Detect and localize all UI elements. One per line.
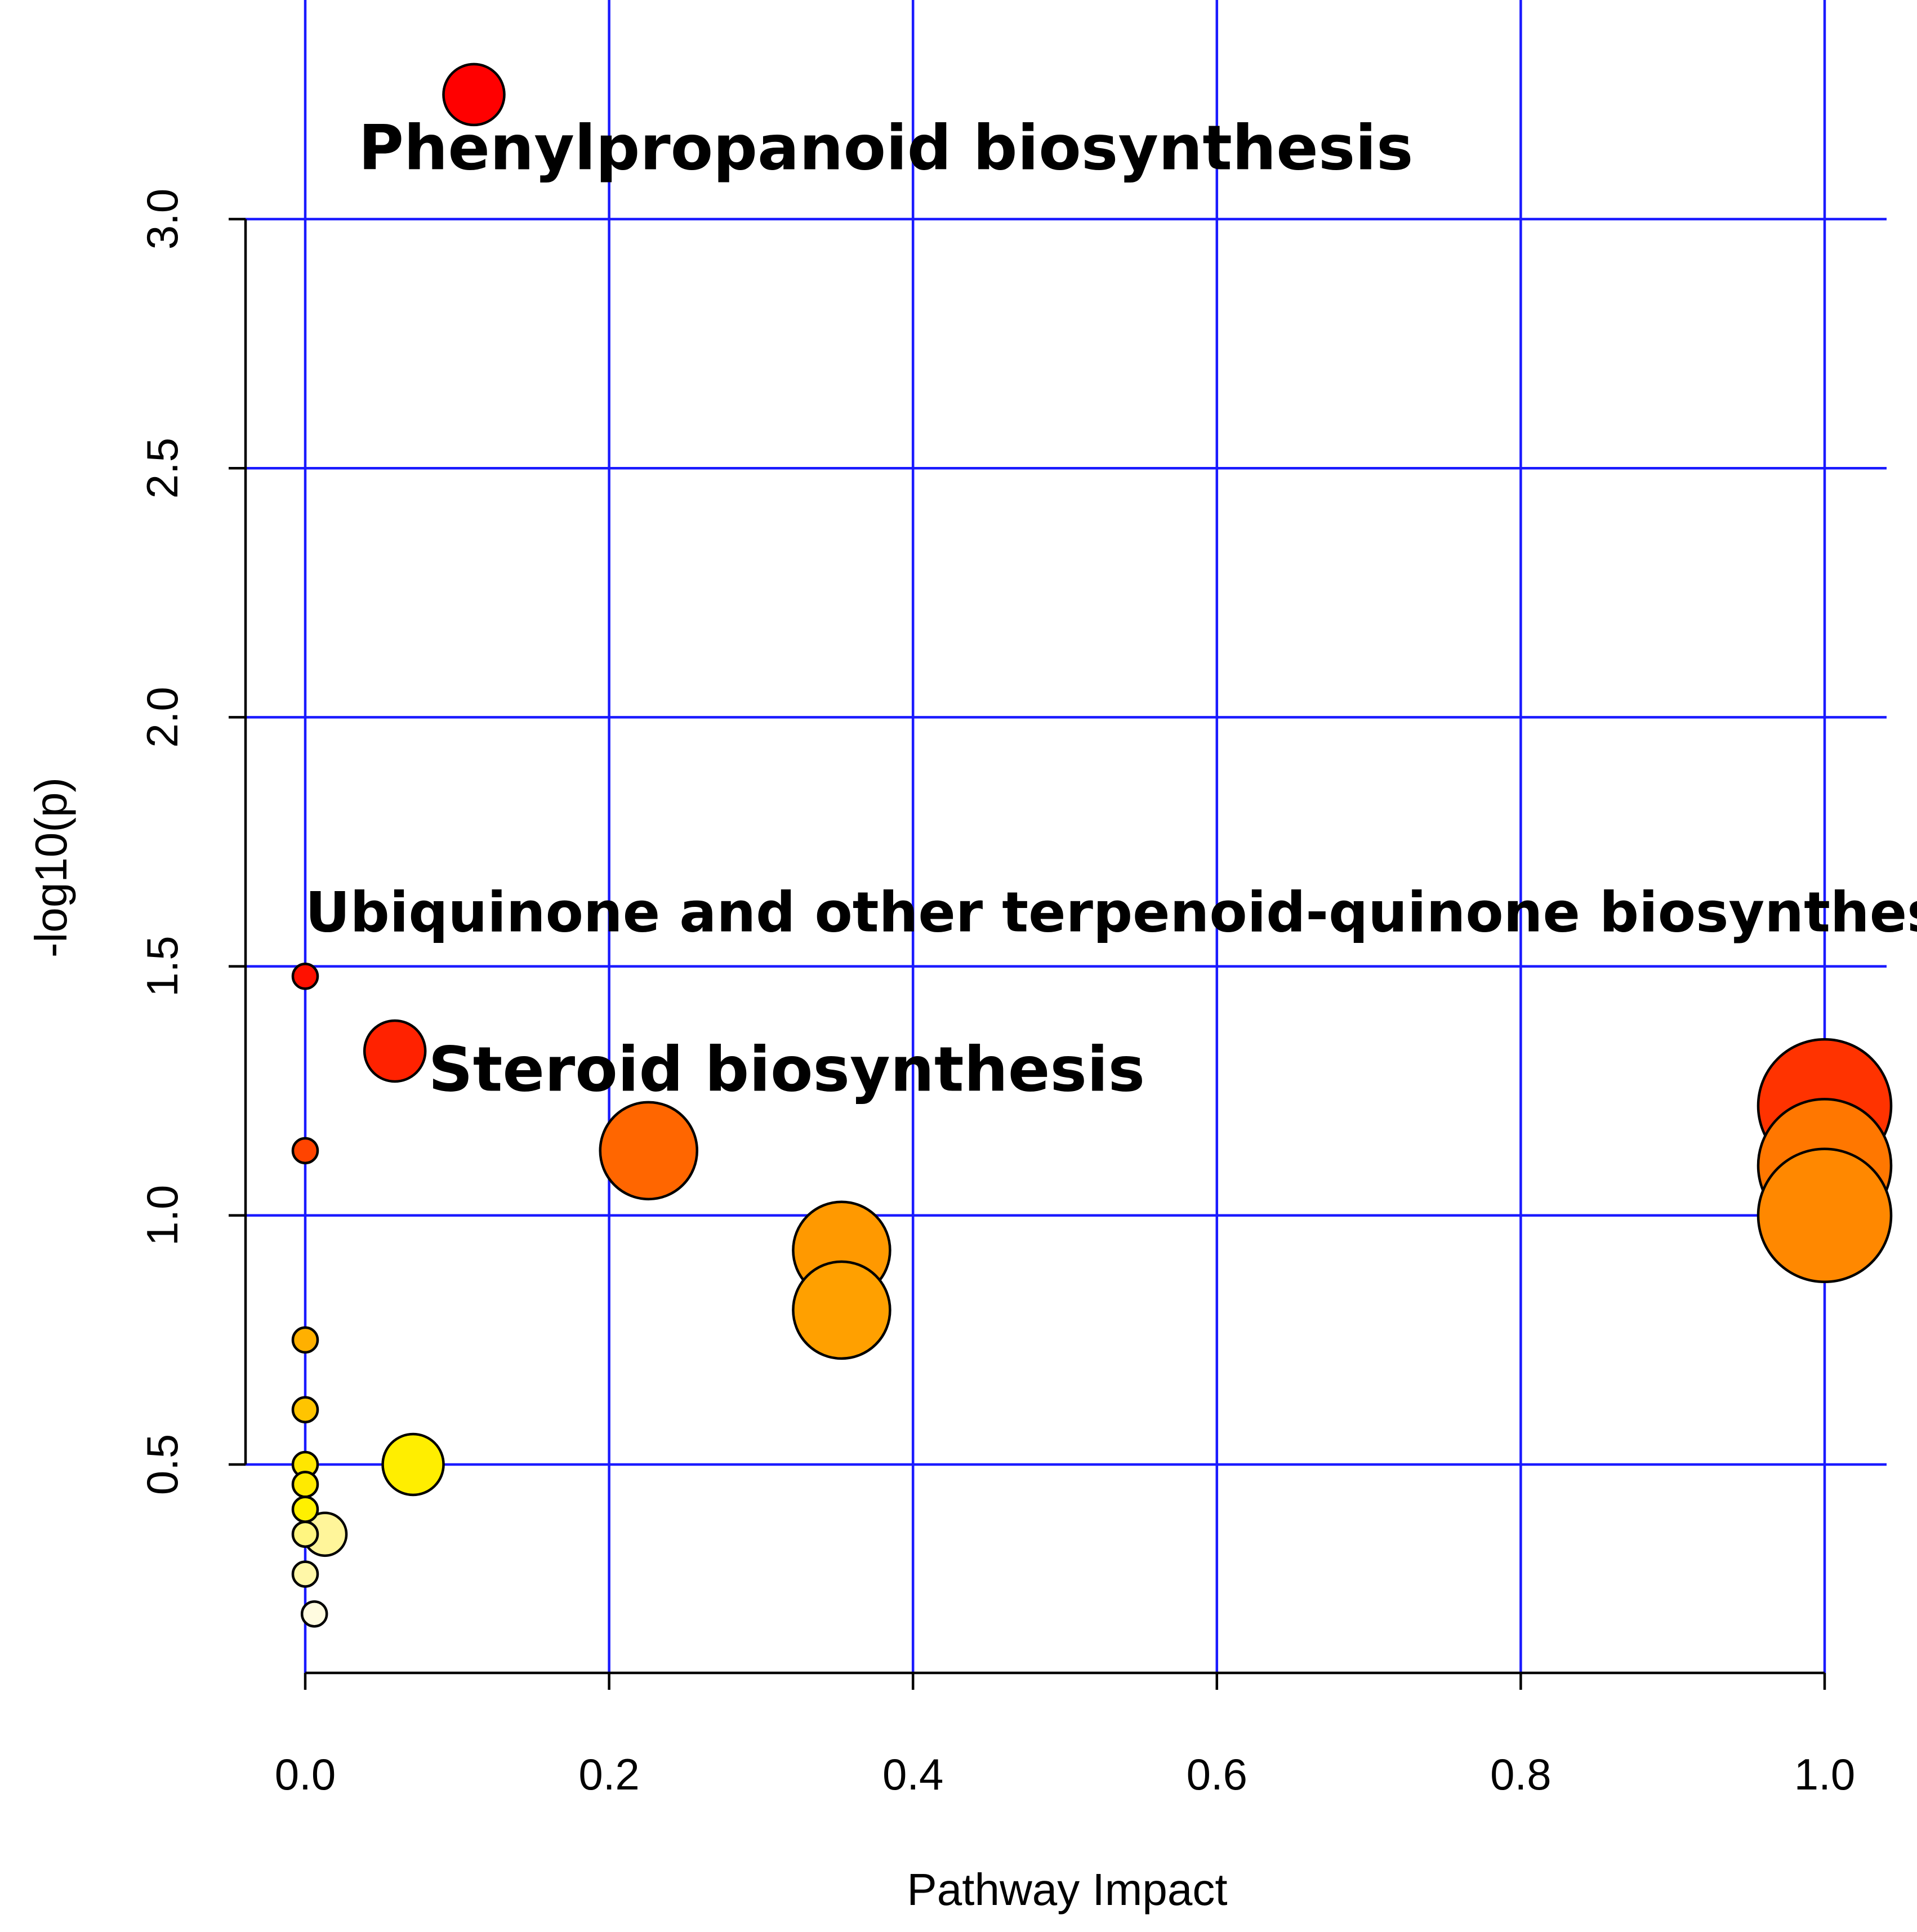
- data-point: [291, 1471, 319, 1498]
- x-tick-label: 0.4: [882, 1750, 943, 1799]
- x-tick-label: 0.6: [1187, 1750, 1247, 1799]
- x-axis-title: Pathway Impact: [907, 1864, 1227, 1915]
- x-tick-label: 0.0: [275, 1750, 336, 1799]
- data-point: [381, 1432, 445, 1497]
- y-tick-label: 0.5: [137, 1434, 187, 1495]
- data-point: [291, 1495, 319, 1523]
- data-point: [1756, 1147, 1893, 1284]
- data-point: [291, 1326, 319, 1354]
- pathway-annotation: Phenylpropanoid biosynthesis: [358, 112, 1413, 184]
- point-layer: [291, 63, 1893, 1628]
- y-tick-label: 1.5: [137, 936, 187, 996]
- pathway-annotation: Steroid biosynthesis: [429, 1034, 1145, 1106]
- data-point: [291, 1520, 319, 1548]
- x-tick-label: 1.0: [1794, 1750, 1855, 1799]
- y-axis-title: -log10(p): [26, 777, 76, 958]
- data-point: [792, 1260, 891, 1360]
- y-tick-label: 1.0: [137, 1185, 187, 1246]
- data-point: [291, 1396, 319, 1423]
- y-tick-label: 2.5: [137, 438, 187, 498]
- y-tick-label: 3.0: [137, 189, 187, 250]
- data-point: [442, 63, 506, 127]
- y-tick-label: 2.0: [137, 687, 187, 747]
- data-point: [363, 1019, 427, 1083]
- annotation-layer: Phenylpropanoid biosynthesis Ubiquinone a…: [305, 112, 1917, 1106]
- data-point: [291, 1560, 319, 1588]
- axis-layer: 0.0 0.2 0.4 0.6 0.8 1.0 0.5 1.0 1.5 2.0 2.5 3.0: [137, 189, 1855, 1799]
- x-tick-label: 0.2: [578, 1750, 639, 1799]
- data-point: [599, 1101, 698, 1201]
- data-point: [291, 963, 319, 990]
- data-point: [291, 1137, 319, 1165]
- grid-layer: [246, 0, 1887, 1673]
- data-point: [300, 1600, 328, 1628]
- x-tick-label: 0.8: [1490, 1750, 1551, 1799]
- pathway-annotation: Ubiquinone and other terpenoid-quinone b…: [305, 881, 1917, 945]
